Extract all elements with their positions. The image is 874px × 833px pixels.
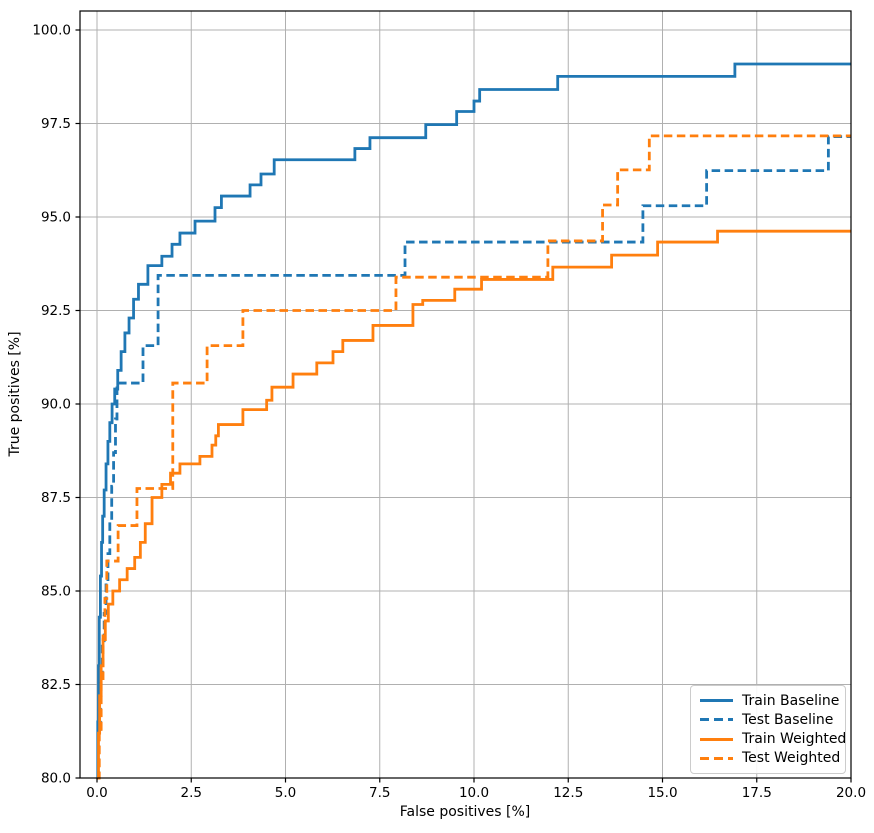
legend-dashed-line-sample [700,718,733,722]
series-line-train-weighted [97,229,851,780]
x-axis-label: False positives [%] [400,804,530,820]
x-tick-label: 20.0 [836,785,866,801]
y-tick-label: 85.0 [41,583,71,599]
y-tick-label: 92.5 [41,303,71,319]
series-line-test-weighted [97,134,851,780]
legend-item-test-baseline: Test Baseline [700,713,836,727]
x-tick-label: 0.0 [86,785,107,801]
legend-solid-line-sample [700,699,733,703]
series-curves [96,62,851,780]
legend: Train Baseline Test Baseline Train Weighte… [690,685,846,774]
x-tick-label: 5.0 [275,785,296,801]
y-tick-label: 97.5 [41,116,71,132]
legend-item-train-weighted: Train Weighted [700,732,846,746]
series-line-train-baseline [96,62,851,780]
y-tick-label: 90.0 [41,396,71,412]
grid-lines [80,11,852,779]
y-tick-label: 80.0 [41,771,71,787]
y-tick-label: 82.5 [41,677,71,693]
legend-label: Train Baseline [742,692,840,709]
x-tick-label: 17.5 [742,785,772,801]
y-tick-label: 100.0 [32,22,71,38]
y-axis-label: True positives [%] [7,331,23,457]
axis-ticks [75,29,852,783]
legend-item-train-baseline: Train Baseline [700,692,840,709]
plot-border [79,10,852,779]
legend-label: Train Weighted [742,731,847,748]
x-tick-label: 12.5 [553,785,583,801]
legend-label: Test Weighted [742,750,841,767]
axes-spines [79,10,852,779]
y-tick-label: 87.5 [41,490,71,506]
x-tick-label: 15.0 [647,785,677,801]
tick-labels: 0.0 2.5 5.0 7.5 10.0 12.5 15.0 17.5 20.0 80.0 82.5… [32,22,866,801]
x-tick-label: 2.5 [181,785,202,801]
legend-item-test-weighted: Test Weighted [700,751,840,765]
legend-label: Test Baseline [742,711,834,728]
legend-solid-line-sample [700,737,733,741]
legend-dashed-line-sample [700,756,733,760]
y-tick-label: 95.0 [41,209,71,225]
x-tick-label: 7.5 [369,785,390,801]
x-tick-label: 10.0 [459,785,489,801]
